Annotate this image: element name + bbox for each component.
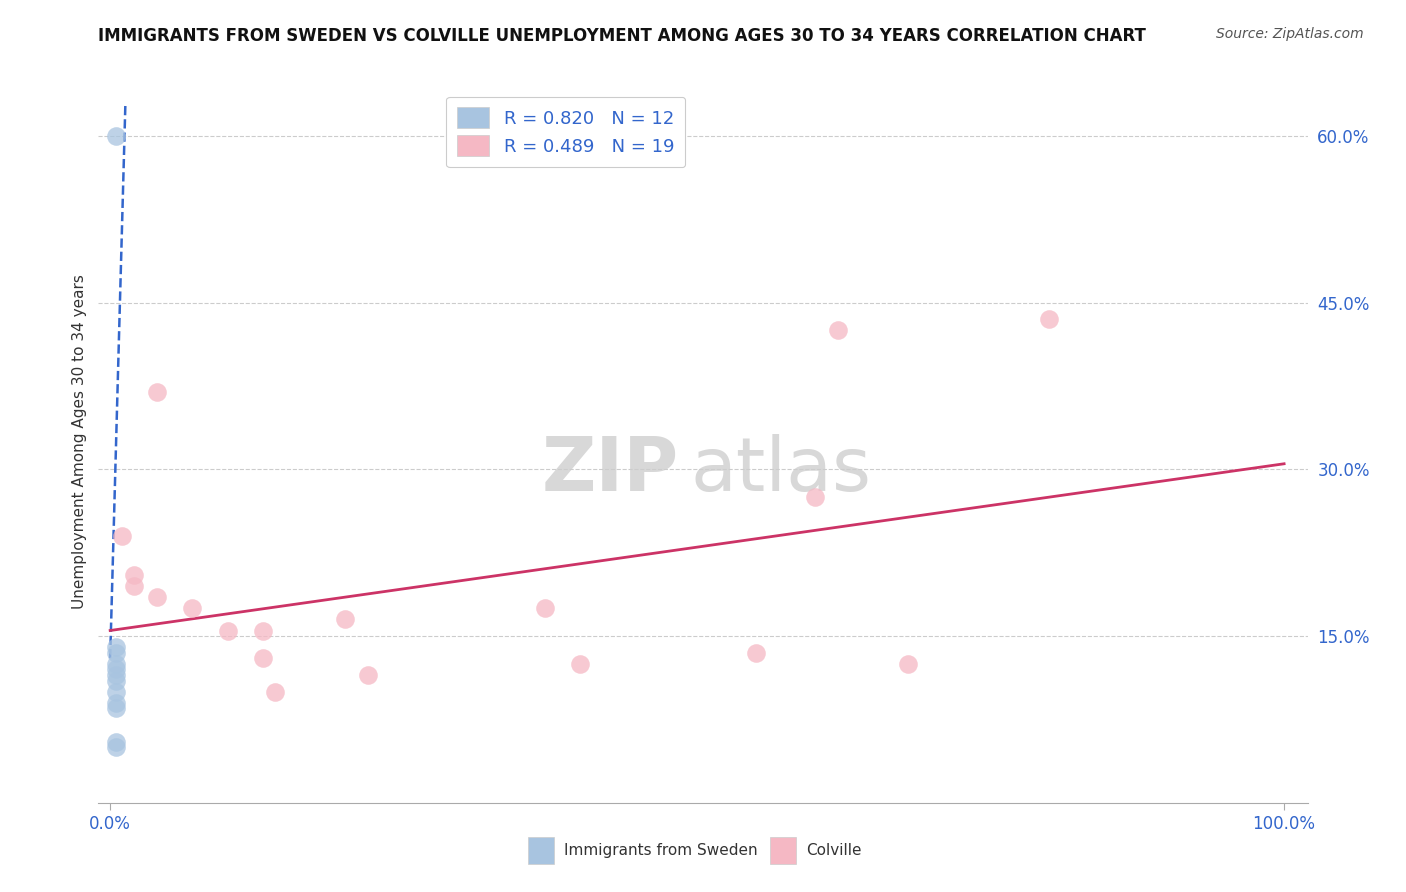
Point — [122, 579, 145, 593]
Point — [263, 684, 285, 698]
Point — [105, 662, 128, 676]
Y-axis label: Unemployment Among Ages 30 to 34 years: Unemployment Among Ages 30 to 34 years — [72, 274, 87, 609]
Point — [568, 657, 591, 671]
Point — [146, 384, 169, 399]
Point — [252, 624, 274, 638]
Point — [105, 640, 128, 655]
Text: atlas: atlas — [690, 434, 872, 507]
Point — [111, 529, 134, 543]
Point — [105, 696, 128, 710]
Text: Immigrants from Sweden: Immigrants from Sweden — [564, 843, 758, 858]
Point — [745, 646, 768, 660]
Point — [105, 673, 128, 688]
Point — [803, 490, 825, 504]
Text: Colville: Colville — [806, 843, 862, 858]
Text: IMMIGRANTS FROM SWEDEN VS COLVILLE UNEMPLOYMENT AMONG AGES 30 TO 34 YEARS CORREL: IMMIGRANTS FROM SWEDEN VS COLVILLE UNEMP… — [98, 27, 1146, 45]
Point — [105, 734, 128, 748]
FancyBboxPatch shape — [769, 837, 796, 864]
Point — [217, 624, 239, 638]
Legend: R = 0.820   N = 12, R = 0.489   N = 19: R = 0.820 N = 12, R = 0.489 N = 19 — [446, 96, 685, 167]
Text: ZIP: ZIP — [541, 434, 679, 507]
Point — [333, 612, 356, 626]
Point — [105, 657, 128, 671]
Point — [105, 668, 128, 682]
Point — [897, 657, 920, 671]
FancyBboxPatch shape — [527, 837, 554, 864]
Text: Source: ZipAtlas.com: Source: ZipAtlas.com — [1216, 27, 1364, 41]
Point — [105, 740, 128, 755]
Point — [827, 323, 849, 337]
Point — [533, 601, 555, 615]
Point — [105, 646, 128, 660]
Point — [122, 568, 145, 582]
Point — [105, 128, 128, 143]
Point — [357, 668, 380, 682]
Point — [252, 651, 274, 665]
Point — [105, 701, 128, 715]
Point — [181, 601, 204, 615]
Point — [1038, 312, 1060, 326]
Point — [105, 684, 128, 698]
Point — [146, 590, 169, 604]
